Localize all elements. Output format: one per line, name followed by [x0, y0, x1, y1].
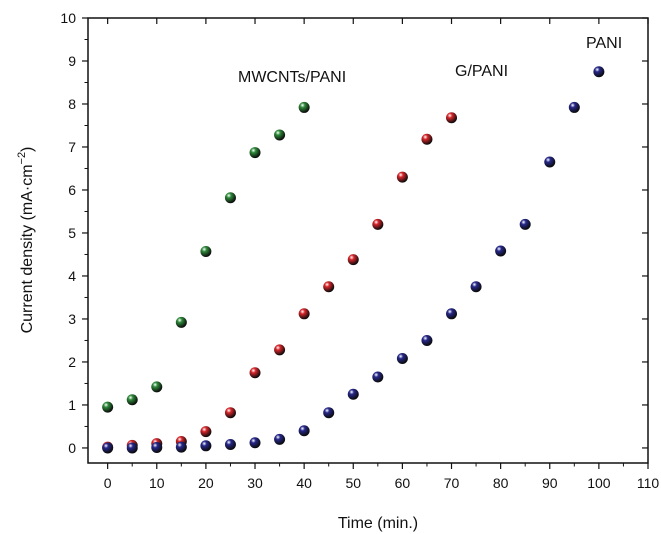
data-point-g-pani [200, 426, 212, 438]
data-point-pani [151, 442, 163, 454]
y-tick-label: 6 [68, 182, 76, 198]
data-point-mwcnts-pani [102, 401, 114, 413]
data-point-pani [421, 334, 433, 346]
x-tick-label: 60 [395, 475, 411, 491]
data-point-mwcnts-pani [126, 394, 138, 406]
y-tick-label: 5 [68, 225, 76, 241]
x-tick-label: 30 [247, 475, 263, 491]
data-point-mwcnts-pani [298, 101, 310, 113]
x-tick-label: 10 [149, 475, 165, 491]
x-tick-label: 110 [637, 475, 660, 491]
y-tick-label: 4 [68, 268, 76, 284]
data-point-pani [347, 388, 359, 400]
data-point-pani [323, 407, 335, 419]
data-point-g-pani [372, 218, 384, 230]
data-point-pani [102, 442, 114, 454]
data-point-g-pani [298, 308, 310, 320]
data-point-mwcnts-pani [249, 147, 261, 159]
data-point-pani [568, 101, 580, 113]
data-point-pani [200, 440, 212, 452]
y-tick-label: 8 [68, 96, 76, 112]
y-axis: 0 1 2 3 4 5 6 7 8 9 10 [60, 10, 648, 456]
data-point-pani [249, 437, 261, 449]
data-point-g-pani [347, 254, 359, 266]
y-tick-label: 1 [68, 397, 76, 413]
data-point-g-pani [323, 281, 335, 293]
x-tick-label: 50 [345, 475, 361, 491]
y-tick-label: 3 [68, 311, 76, 327]
data-point-g-pani [224, 407, 236, 419]
data-point-pani [372, 371, 384, 383]
data-point-pani [593, 66, 605, 78]
x-tick-label: 20 [198, 475, 214, 491]
data-point-mwcnts-pani [200, 245, 212, 257]
data-point-mwcnts-pani [274, 129, 286, 141]
data-point-pani [298, 425, 310, 437]
data-point-g-pani [274, 344, 286, 356]
data-point-pani [470, 281, 482, 293]
y-axis-title: Current density (mA·cm−2) [16, 147, 36, 334]
y-axis-title-main: Current density (mA·cm [19, 164, 36, 333]
data-point-pani [224, 439, 236, 451]
series-label-mwcnts-pani: MWCNTs/PANI [238, 69, 346, 86]
data-point-pani [544, 156, 556, 168]
y-axis-title-superscript: −2 [16, 152, 28, 165]
x-tick-label: 0 [104, 475, 112, 491]
y-tick-label: 10 [60, 10, 76, 26]
data-point-mwcnts-pani [151, 381, 163, 393]
y-tick-label: 9 [68, 53, 76, 69]
x-axis-title: Time (min.) [338, 515, 418, 532]
x-tick-label: 90 [542, 475, 558, 491]
data-point-pani [396, 353, 408, 365]
x-tick-label: 80 [493, 475, 509, 491]
x-tick-label: 40 [296, 475, 312, 491]
x-axis: 0 10 20 30 40 50 60 70 80 90 100 110 [104, 18, 660, 491]
data-point-g-pani [396, 171, 408, 183]
y-tick-label: 7 [68, 139, 76, 155]
data-points [102, 66, 605, 454]
series-label-pani: PANI [586, 35, 622, 52]
data-point-pani [446, 308, 458, 320]
data-point-g-pani [446, 112, 458, 124]
x-tick-label: 70 [444, 475, 460, 491]
data-point-g-pani [249, 367, 261, 379]
data-point-pani [274, 433, 286, 445]
data-point-pani [519, 218, 531, 230]
y-tick-label: 2 [68, 354, 76, 370]
y-axis-title-close: ) [19, 147, 36, 152]
data-point-mwcnts-pani [224, 192, 236, 204]
y-tick-label: 0 [68, 440, 76, 456]
series-label-g-pani: G/PANI [455, 63, 508, 80]
data-point-pani [495, 245, 507, 257]
x-tick-label: 100 [587, 475, 611, 491]
plot-frame [87, 17, 649, 464]
data-point-g-pani [421, 133, 433, 145]
data-point-mwcnts-pani [175, 316, 187, 328]
data-point-pani [175, 441, 187, 453]
data-point-pani [126, 442, 138, 454]
